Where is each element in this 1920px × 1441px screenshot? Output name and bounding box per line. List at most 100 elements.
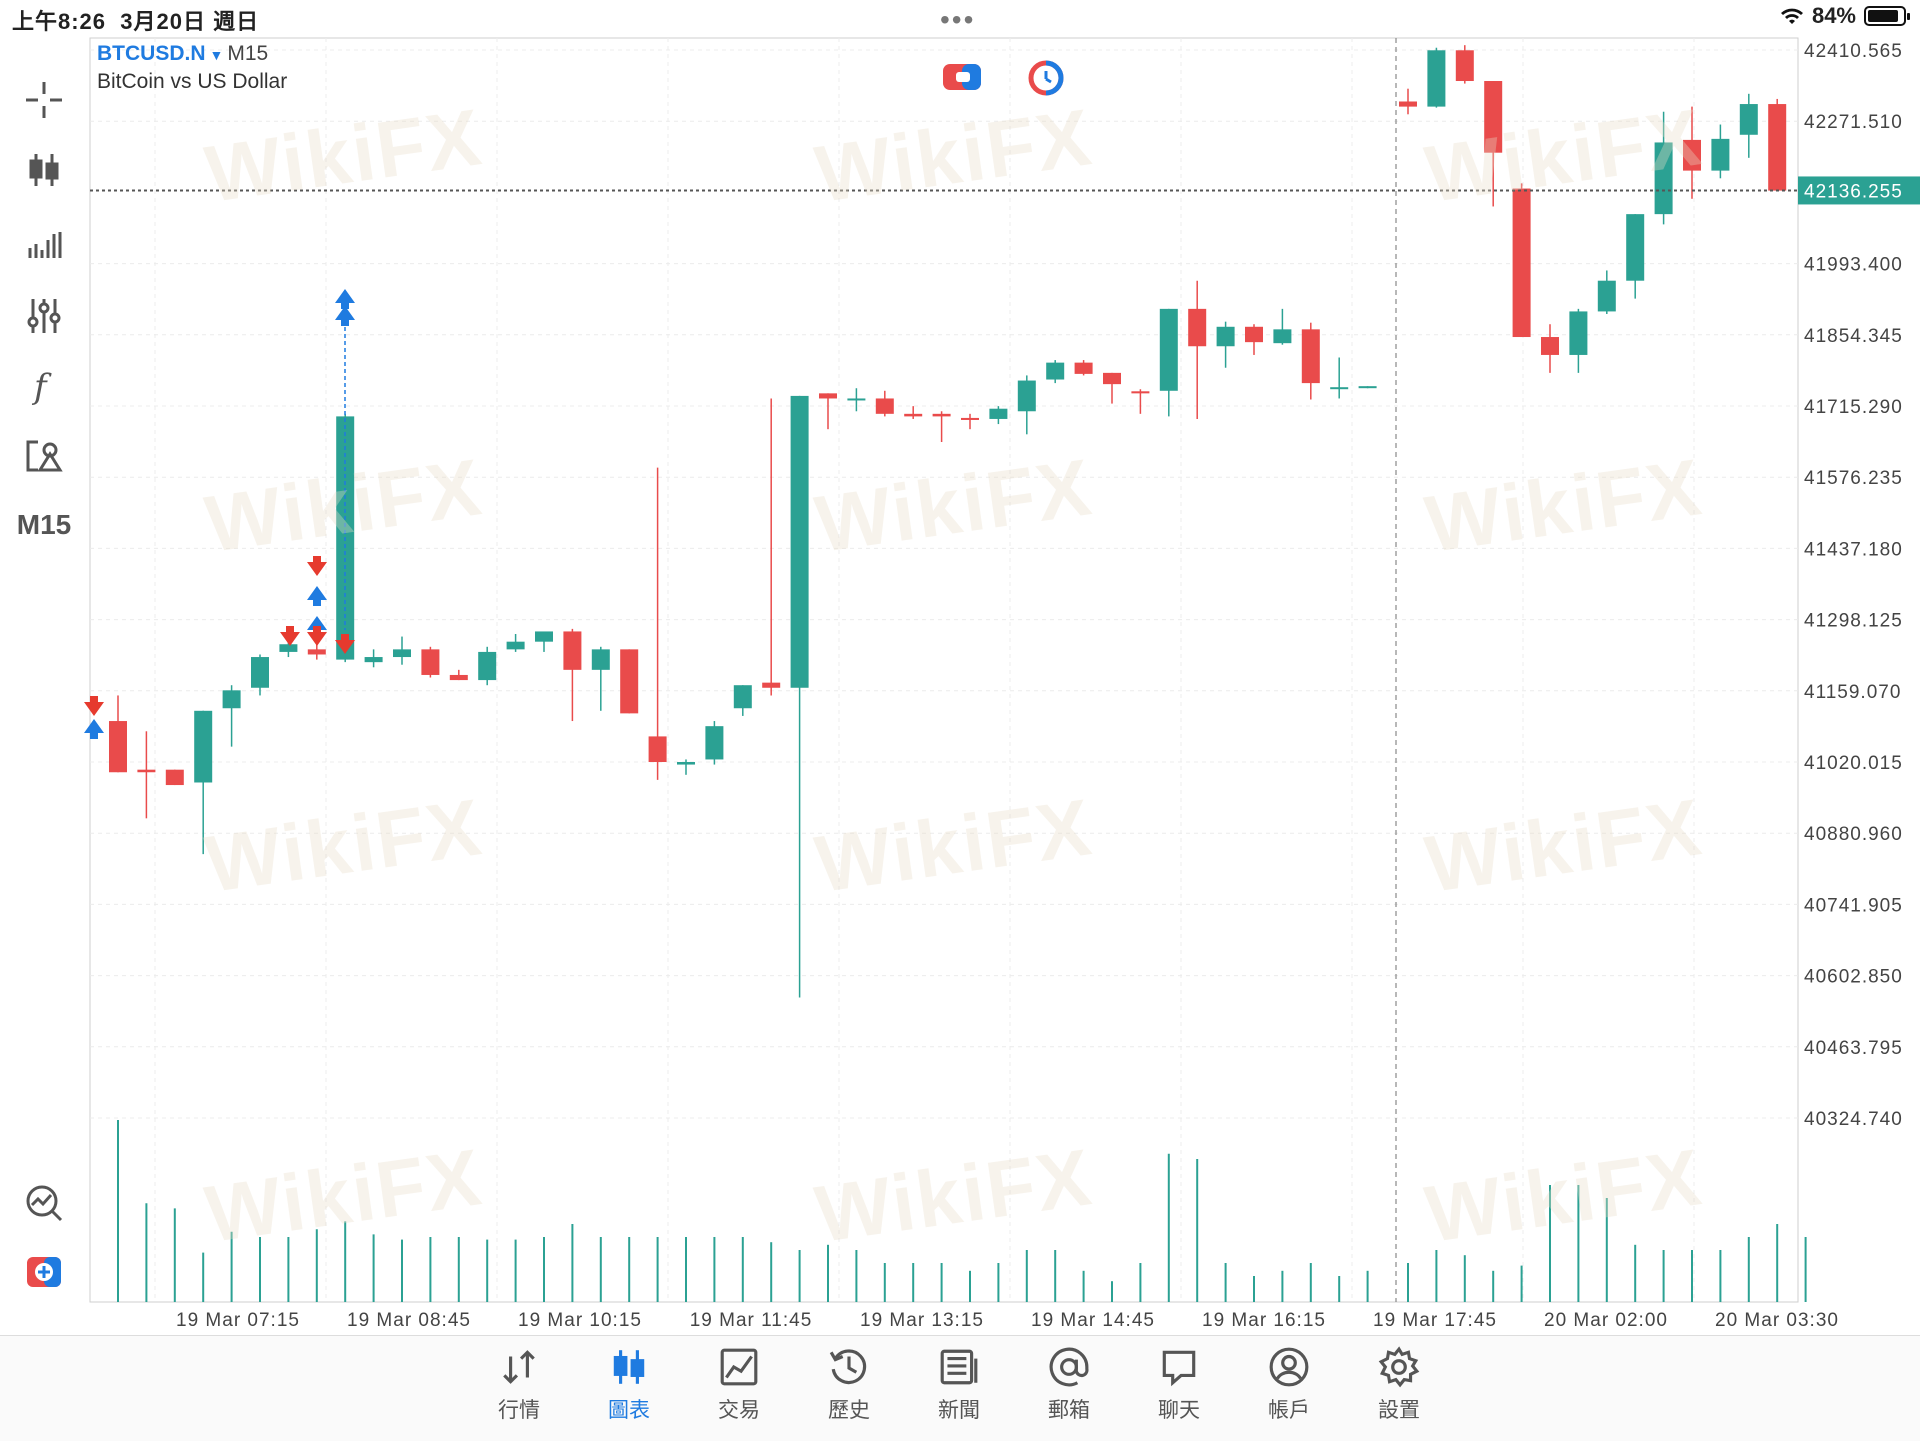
tab-chat[interactable]: 聊天 <box>1134 1346 1224 1424</box>
y-tick-label: 42271.510 <box>1804 112 1903 133</box>
new-order-button[interactable] <box>14 1242 74 1302</box>
candle-body <box>875 398 894 414</box>
candle-body <box>137 769 156 773</box>
tab-trade[interactable]: 交易 <box>694 1346 784 1424</box>
candle-body <box>591 649 610 670</box>
candle-body <box>506 641 525 650</box>
candle-body <box>1216 326 1235 347</box>
y-tick-label: 40880.960 <box>1804 824 1903 845</box>
sell-arrow-icon <box>335 634 355 654</box>
multitask-dots[interactable]: ••• <box>940 4 976 35</box>
candle-body <box>1273 329 1292 344</box>
candle-body <box>1654 142 1673 215</box>
candle-body <box>1768 104 1787 191</box>
candle-body <box>1159 308 1178 391</box>
crosshair-button[interactable] <box>14 70 74 130</box>
svg-text:f: f <box>31 367 52 406</box>
settings-sliders-icon <box>27 299 61 333</box>
tab-news[interactable]: 新聞 <box>914 1346 1004 1424</box>
candle-body <box>1626 214 1645 281</box>
x-tick-label: 20 Mar 02:00 <box>1544 1310 1668 1331</box>
chat-icon <box>1162 1350 1196 1387</box>
buy-arrow-icon <box>335 289 355 309</box>
candle-body <box>109 721 127 773</box>
one-click-trading-icon[interactable] <box>942 60 982 94</box>
x-tick-label: 19 Mar 14:45 <box>1031 1310 1155 1331</box>
tab-mail[interactable]: 郵箱 <box>1024 1346 1114 1424</box>
function-button[interactable]: f <box>14 356 74 416</box>
candle-body <box>535 631 553 642</box>
buy-arrow-icon <box>307 586 327 606</box>
volume-icon <box>28 232 62 258</box>
tab-settings[interactable]: 設置 <box>1354 1346 1444 1424</box>
quotes-icon <box>503 1350 535 1384</box>
candle-body <box>563 631 582 670</box>
chart-area[interactable]: 42410.565 42271.510 41993.400 41854.345 4171… <box>0 0 1920 1340</box>
x-tick-label: 19 Mar 10:15 <box>518 1310 642 1331</box>
candle-body <box>1569 311 1588 355</box>
timeframe-button[interactable]: M15 <box>16 509 72 540</box>
symbol-selector[interactable]: BTCUSD.N ▼ M15 <box>97 42 268 66</box>
sell-arrow-icon <box>280 626 300 646</box>
tab-history[interactable]: 歷史 <box>804 1346 894 1424</box>
tab-label: 聊天 <box>1158 1399 1200 1422</box>
chart-canvas[interactable]: 42410.565 42271.510 41993.400 41854.345 4171… <box>0 0 1920 1340</box>
candle-body <box>1074 362 1093 374</box>
candle-body <box>421 649 440 675</box>
battery-icon <box>1864 6 1910 26</box>
zoom-chart-icon <box>26 1185 63 1222</box>
candle-body <box>478 651 497 681</box>
candle-body <box>364 657 383 663</box>
y-tick-label: 40463.795 <box>1804 1038 1903 1059</box>
volume-button[interactable] <box>14 214 74 274</box>
candle-body <box>620 649 639 714</box>
x-tick-label: 19 Mar 16:15 <box>1202 1310 1326 1331</box>
tab-chart[interactable]: 圖表 <box>584 1346 674 1424</box>
zoom-chart-button[interactable] <box>14 1173 74 1233</box>
candle-body <box>1046 362 1065 380</box>
y-tick-label: 41020.015 <box>1804 753 1903 774</box>
tab-quotes[interactable]: 行情 <box>474 1346 564 1424</box>
candle-body <box>819 393 837 399</box>
candle-body <box>1484 81 1503 153</box>
candle-body <box>1541 337 1559 355</box>
crosshair-icon <box>26 82 62 118</box>
candle-body <box>1399 101 1417 107</box>
tab-label: 圖表 <box>608 1399 650 1422</box>
candle-body <box>790 395 809 688</box>
symbol-description: BitCoin vs US Dollar <box>97 70 288 93</box>
candle-body <box>307 649 326 655</box>
symbol-name[interactable]: BTCUSD.N <box>97 42 206 65</box>
candle-body <box>932 413 951 417</box>
y-tick-label: 41437.180 <box>1804 539 1903 560</box>
chart-frame <box>89 37 1799 1303</box>
caret-down-icon[interactable]: ▼ <box>209 47 224 63</box>
candle-body <box>1188 308 1207 347</box>
objects-button[interactable] <box>14 426 74 486</box>
indicators-settings-button[interactable] <box>14 286 74 346</box>
objects-icon <box>26 440 63 472</box>
x-tick-label: 19 Mar 17:45 <box>1373 1310 1497 1331</box>
chart-type-button[interactable] <box>14 140 74 200</box>
y-tick-label: 40741.905 <box>1804 895 1903 916</box>
tab-label: 郵箱 <box>1048 1399 1090 1422</box>
candle-body <box>1739 104 1758 135</box>
y-tick-label: 41159.070 <box>1804 682 1901 703</box>
market-clock-icon[interactable] <box>1026 60 1066 96</box>
status-right: 84% <box>1780 3 1910 29</box>
tab-label: 交易 <box>718 1399 760 1422</box>
candle-body <box>222 690 241 709</box>
candle-body <box>251 657 269 688</box>
candle-body <box>904 413 923 417</box>
mail-icon <box>1049 1347 1089 1387</box>
news-icon <box>940 1349 978 1385</box>
tab-label: 設置 <box>1378 1399 1420 1422</box>
current-price-tag <box>1798 176 1920 205</box>
candle-body <box>1358 386 1377 389</box>
battery-percent: 84% <box>1811 3 1856 28</box>
candle-body <box>1512 188 1531 338</box>
tab-account[interactable]: 帳戶 <box>1244 1346 1334 1424</box>
y-tick-label: 41854.345 <box>1804 326 1903 347</box>
y-tick-label: 41715.290 <box>1804 397 1903 418</box>
candle-body <box>1301 329 1320 384</box>
